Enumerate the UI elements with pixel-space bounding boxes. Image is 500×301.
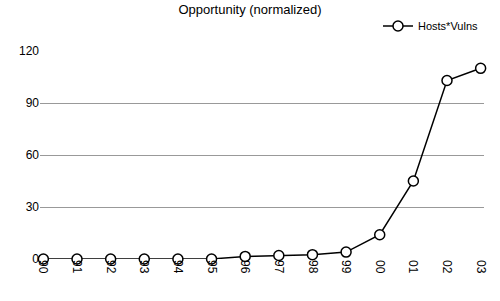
svg-text:Hosts*Vulns: Hosts*Vulns: [418, 20, 478, 32]
svg-text:98: 98: [306, 260, 320, 274]
svg-text:95: 95: [205, 260, 219, 274]
svg-text:99: 99: [339, 260, 353, 274]
svg-text:Opportunity (normalized): Opportunity (normalized): [178, 2, 321, 17]
svg-text:02: 02: [440, 260, 454, 274]
svg-text:93: 93: [137, 260, 151, 274]
svg-text:30: 30: [26, 200, 40, 214]
svg-text:01: 01: [406, 260, 420, 274]
svg-text:97: 97: [272, 260, 286, 274]
svg-text:94: 94: [171, 260, 185, 274]
svg-text:96: 96: [238, 260, 252, 274]
svg-text:00: 00: [373, 260, 387, 274]
svg-text:120: 120: [19, 44, 39, 58]
svg-text:91: 91: [70, 260, 84, 274]
svg-text:03: 03: [474, 260, 488, 274]
svg-text:90: 90: [26, 96, 40, 110]
svg-text:60: 60: [26, 148, 40, 162]
svg-text:0: 0: [32, 252, 39, 266]
svg-text:92: 92: [104, 260, 118, 274]
svg-text:90: 90: [36, 260, 50, 274]
